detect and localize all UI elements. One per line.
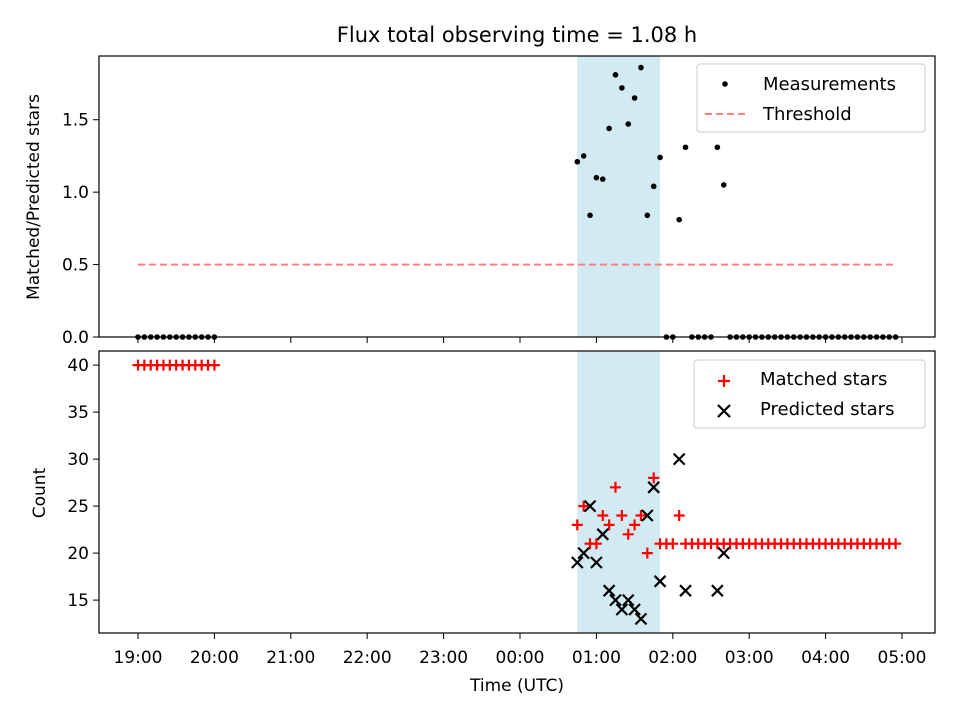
matched-star-point bbox=[622, 528, 634, 540]
bottom-y-tick-label: 30 bbox=[67, 450, 89, 470]
measurement-point bbox=[644, 212, 651, 219]
legend-predicted-marker bbox=[717, 404, 731, 418]
top-subplot: 0.0 0.5 1.0 1.5 Matched/Predicted stars Mea… bbox=[24, 55, 936, 348]
x-tick-label: 01:00 bbox=[572, 648, 621, 668]
bottom-y-tick-label: 20 bbox=[67, 544, 89, 564]
bottom-legend: Matched stars Predicted stars bbox=[693, 359, 926, 429]
x-tick-label: 22:00 bbox=[343, 648, 392, 668]
matched-star-point bbox=[673, 510, 685, 521]
x-axis-label: Time (UTC) bbox=[469, 676, 564, 696]
predicted-star-point bbox=[583, 499, 597, 513]
top-subplot-frame bbox=[98, 55, 936, 338]
observing-window-span bbox=[577, 351, 661, 633]
measurement-point bbox=[720, 182, 727, 188]
predicted-star-point bbox=[615, 603, 629, 616]
legend-measurements-marker bbox=[722, 81, 728, 87]
measurement-point bbox=[676, 216, 682, 223]
bottom-legend-box bbox=[693, 359, 926, 429]
top-legend: Measurements Threshold bbox=[696, 63, 926, 133]
matched-star-point bbox=[635, 510, 647, 521]
predicted-star-point bbox=[634, 612, 648, 626]
predicted-star-point bbox=[571, 556, 584, 569]
measurement-point bbox=[606, 125, 612, 132]
x-tick-label: 04:00 bbox=[801, 648, 850, 668]
chart-title: Flux total observing time = 1.08 h bbox=[337, 23, 697, 47]
matched-star-point bbox=[667, 538, 679, 550]
top-legend-box bbox=[696, 63, 926, 133]
predicted-star-point bbox=[711, 584, 724, 597]
matched-star-point bbox=[208, 359, 220, 371]
predicted-star-point bbox=[641, 509, 654, 522]
predicted-star-point bbox=[647, 481, 660, 494]
predicted-star-point bbox=[602, 584, 616, 597]
measurement-point bbox=[580, 153, 587, 159]
predicted-star-point bbox=[577, 546, 590, 560]
predicted-star-point bbox=[653, 575, 667, 588]
x-tick-label: 21:00 bbox=[266, 648, 315, 668]
measurement-point bbox=[650, 183, 657, 190]
bottom-y-tick-label: 25 bbox=[67, 497, 89, 517]
measurement-point bbox=[625, 121, 632, 127]
legend-matched-marker bbox=[718, 375, 730, 387]
observing-window-span bbox=[577, 56, 661, 337]
x-tick-label: 19:00 bbox=[114, 648, 163, 668]
measurement-point bbox=[631, 95, 638, 101]
predicted-star-point bbox=[679, 584, 692, 597]
matched-star-point bbox=[603, 519, 615, 531]
bottom-y-tick-label: 15 bbox=[67, 591, 89, 611]
measurement-point bbox=[619, 85, 625, 91]
bottom-y-tick-label: 40 bbox=[67, 356, 89, 376]
measurement-point bbox=[638, 64, 644, 71]
predicted-star-point bbox=[590, 556, 603, 569]
measurement-point bbox=[657, 154, 663, 161]
bottom-y-axis-label: Count bbox=[30, 467, 50, 518]
matched-star-point bbox=[629, 519, 641, 531]
predicted-star-point bbox=[596, 528, 610, 541]
top-y-axis-label: Matched/Predicted stars bbox=[24, 94, 44, 300]
predicted-star-point bbox=[621, 593, 635, 607]
x-tick-label: 03:00 bbox=[725, 648, 774, 668]
x-tick-label: 20:00 bbox=[190, 648, 239, 668]
top-y-tick-label: 1.0 bbox=[62, 183, 89, 203]
matched-star-point bbox=[571, 519, 583, 531]
bottom-y-tick-label: 35 bbox=[67, 403, 89, 423]
legend-predicted-label: Predicted stars bbox=[760, 399, 894, 420]
measurement-point bbox=[612, 72, 619, 78]
measurement-point bbox=[714, 144, 721, 151]
matched-star-point bbox=[641, 547, 653, 559]
matched-star-point bbox=[590, 538, 602, 550]
legend-threshold-label: Threshold bbox=[762, 104, 852, 125]
measurement-point bbox=[682, 144, 689, 151]
matched-star-point bbox=[616, 510, 628, 521]
measurement-point bbox=[587, 212, 593, 219]
matched-star-point bbox=[597, 510, 609, 521]
matched-star-point bbox=[610, 481, 621, 493]
bottom-subplot: 15 20 25 30 35 40 19:00 20:00 21:00 22:00 23:00 00:… bbox=[30, 350, 936, 696]
top-y-tick-label: 0.5 bbox=[62, 256, 89, 276]
measurement-point bbox=[599, 176, 606, 182]
x-tick-label: 00:00 bbox=[496, 648, 545, 668]
matched-star-point bbox=[890, 538, 902, 550]
predicted-star-point bbox=[609, 593, 622, 607]
matched-star-point bbox=[578, 500, 590, 512]
legend-measurements-label: Measurements bbox=[763, 74, 896, 95]
top-y-tick-label: 0.0 bbox=[62, 328, 89, 348]
legend-matched-label: Matched stars bbox=[760, 369, 887, 390]
x-tick-label: 02:00 bbox=[648, 648, 697, 668]
measurement-point bbox=[593, 174, 600, 181]
measurement-point bbox=[574, 158, 581, 165]
x-tick-label: 23:00 bbox=[419, 648, 468, 668]
matched-star-point bbox=[648, 472, 660, 484]
predicted-star-point bbox=[717, 546, 731, 560]
x-tick-label: 05:00 bbox=[878, 648, 927, 668]
predicted-star-point bbox=[628, 603, 641, 616]
bottom-subplot-frame bbox=[98, 350, 936, 634]
top-y-tick-label: 1.5 bbox=[62, 111, 89, 131]
predicted-star-point bbox=[672, 452, 686, 466]
